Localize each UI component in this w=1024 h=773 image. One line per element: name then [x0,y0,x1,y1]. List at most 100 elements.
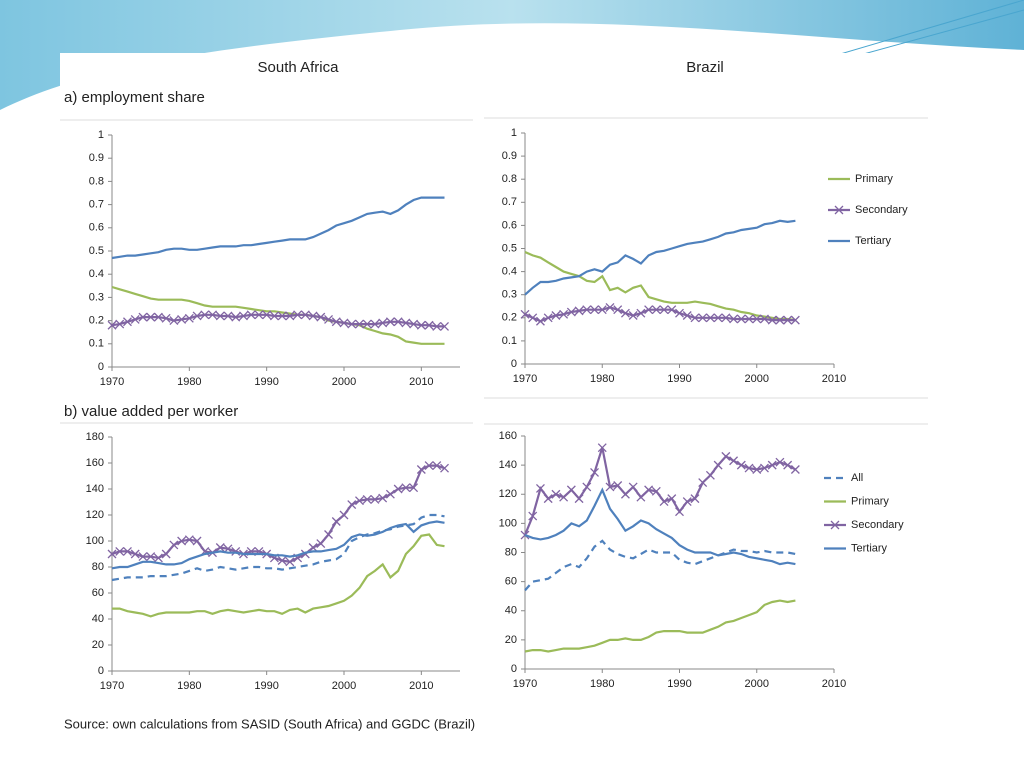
series-marker [760,463,769,473]
y-tick-label: 0.9 [89,152,104,164]
series-marker [192,536,202,546]
series-marker [409,483,419,493]
y-tick-label: 180 [86,431,104,443]
y-tick-label: 0.8 [89,175,104,187]
y-tick-label: 140 [499,459,517,471]
series-marker [551,311,561,320]
series-marker [705,313,715,323]
series-marker [582,305,592,315]
series-marker [713,313,723,323]
series-marker [775,457,785,467]
series-marker [169,316,179,326]
legend-label: Primary [851,495,889,507]
series-marker [277,556,287,565]
series-marker [605,302,615,312]
y-tick-label: 0.4 [502,266,517,278]
x-tick-label: 2010 [822,678,846,690]
series-marker [432,321,442,331]
series-marker [215,311,225,321]
series-marker [324,314,333,324]
series-marker [767,460,777,470]
series-marker [559,309,569,319]
y-tick-label: 0.6 [502,219,517,231]
x-tick-label: 1970 [100,680,124,692]
series-marker [775,315,785,325]
series-marker [285,557,295,567]
series-marker [316,539,326,549]
series-marker [424,461,434,471]
series-marker [440,321,449,331]
x-tick-label: 1990 [254,376,278,388]
series-marker [605,482,615,492]
series-marker [682,311,692,320]
series-marker [620,308,630,318]
x-tick-label: 2010 [822,373,846,385]
series-marker [698,478,708,488]
y-tick-label: 0.7 [89,199,104,211]
series-line [112,533,445,618]
series-marker [675,308,684,318]
series-marker [107,320,117,330]
y-tick-label: 0.6 [89,222,104,234]
series-marker [161,549,171,559]
series-marker [783,460,793,470]
y-tick-label: 0 [511,358,517,370]
y-tick-label: 0.3 [502,289,517,301]
series-marker [582,482,592,492]
x-tick-label: 1990 [254,680,278,692]
y-tick-label: 0 [98,361,104,373]
y-tick-label: 140 [86,483,104,495]
series-marker [138,312,148,322]
y-tick-label: 0.7 [502,196,517,208]
series-marker [339,318,349,328]
y-tick-label: 0.5 [502,242,517,254]
series-marker [177,536,187,546]
series-marker [293,310,303,320]
series-marker [744,314,754,324]
y-tick-label: 0 [98,665,104,677]
series-marker [355,496,364,506]
legend-label: Primary [855,173,893,185]
series-marker [644,485,654,495]
series-marker [690,313,700,323]
series-marker [246,310,256,320]
series-marker [370,494,380,504]
series-marker [590,305,599,315]
legend-label: Tertiary [855,235,892,247]
series-marker [107,549,117,559]
series-marker [551,489,561,499]
series-line [111,520,445,570]
series-marker [667,305,677,315]
series-marker [285,311,295,321]
series-marker [254,310,264,320]
series-marker [790,315,800,325]
series-marker [682,497,692,506]
legend-label: Secondary [855,204,908,216]
series-marker [528,313,538,323]
series-line [524,487,796,566]
y-tick-label: 100 [86,535,104,547]
x-tick-label: 1970 [100,376,124,388]
series-marker [566,485,576,495]
series-marker [597,305,607,315]
series-marker [153,553,163,563]
series-marker [432,461,442,471]
series-marker [208,310,217,320]
y-tick-label: 60 [505,576,517,588]
series-marker [184,535,194,545]
series-marker [130,314,140,324]
series-line [111,196,445,260]
legend-label: Secondary [851,519,904,531]
x-tick-label: 2010 [409,376,433,388]
series-marker [231,312,241,322]
series-marker [613,305,623,315]
series-marker [146,312,156,322]
series-marker [378,493,388,503]
series-marker [543,494,553,504]
series-marker [370,319,380,329]
y-tick-label: 1 [98,129,104,141]
series-marker [177,314,187,324]
series-marker [752,314,762,324]
series-marker [385,489,395,499]
series-marker [424,320,434,330]
